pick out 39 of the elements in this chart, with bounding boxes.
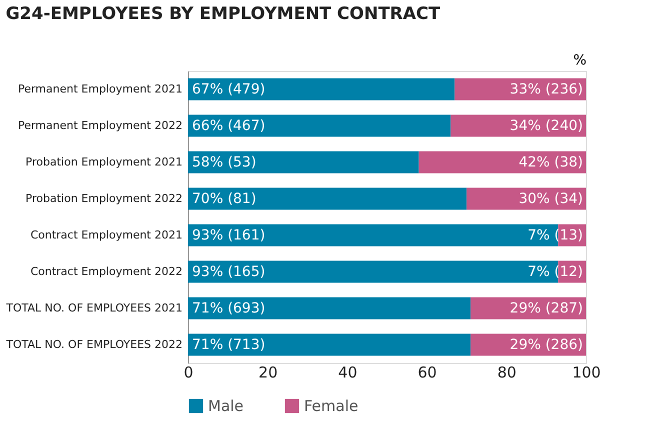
data-label: 29% (286)	[510, 336, 583, 353]
data-label: 34% (240)	[510, 118, 583, 134]
data-label: 58% (53)	[192, 154, 256, 170]
x-tick-label: 0	[184, 364, 194, 382]
y-tick-label: Permanent Employment 2021	[18, 82, 182, 96]
y-tick-label: Contract Employment 2022	[30, 264, 182, 278]
bar	[188, 78, 455, 100]
data-label: 42% (38)	[518, 154, 583, 170]
bar	[188, 151, 419, 174]
chart-title: G24-EMPLOYEES BY EMPLOYMENT CONTRACT	[6, 4, 441, 24]
bar	[188, 188, 467, 210]
data-label: 29% (287)	[510, 300, 583, 316]
data-label: 71% (693)	[192, 300, 266, 316]
y-tick-label: TOTAL NO. OF EMPLOYEES 2021	[5, 301, 182, 314]
y-tick-label: Contract Employment 2021	[30, 228, 182, 242]
legend-label: Female	[304, 397, 358, 415]
x-tick-label: 60	[418, 364, 437, 382]
bar	[188, 334, 471, 356]
x-tick-label: 100	[572, 364, 601, 382]
x-tick-label: 40	[338, 364, 358, 382]
data-label: 66% (467)	[192, 118, 266, 134]
data-label: 71% (713)	[192, 336, 266, 353]
y-tick-label: Probation Employment 2022	[26, 192, 182, 205]
data-label: 93% (165)	[192, 264, 266, 280]
x-tick-label: 80	[497, 364, 516, 382]
y-tick-label: Probation Employment 2021	[26, 155, 182, 168]
bar	[188, 297, 471, 320]
data-label: 33% (236)	[510, 81, 583, 98]
x-tick-label: 20	[258, 364, 278, 382]
y-tick-label: Permanent Employment 2022	[18, 118, 182, 132]
y-tick-label: TOTAL NO. OF EMPLOYEES 2022	[5, 338, 182, 351]
data-label: 93% (161)	[192, 227, 266, 244]
data-label: 70% (81)	[192, 190, 256, 207]
data-label: 67% (479)	[192, 81, 266, 98]
bar	[418, 151, 586, 174]
x-axis-title: %	[573, 52, 586, 68]
legend-label: Male	[208, 397, 244, 415]
bar	[188, 114, 451, 137]
data-label: 30% (34)	[518, 190, 583, 207]
